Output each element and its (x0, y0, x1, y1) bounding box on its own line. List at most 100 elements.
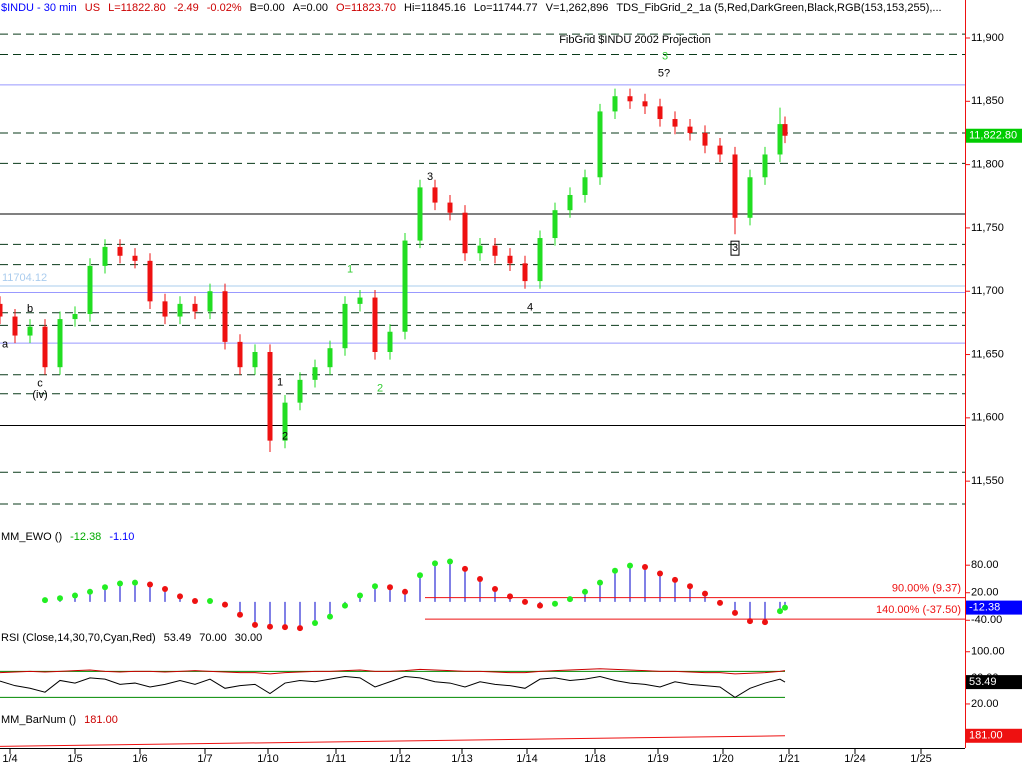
y-tick-label: 11,650 (971, 348, 1004, 360)
x-tick-label: 1/4 (2, 753, 17, 765)
x-tick-label: 1/25 (910, 753, 931, 765)
y-tick-label: 100.00 (971, 646, 1005, 658)
candle-body (282, 402, 288, 441)
last-value-box (966, 128, 1022, 143)
candle-body (747, 177, 753, 218)
ewo-dot (357, 592, 363, 599)
ewo-dot (162, 586, 168, 593)
ewo-dot (522, 598, 528, 605)
candle-body (222, 291, 228, 342)
candle-body (702, 132, 708, 146)
ewo-dot (102, 584, 108, 591)
wave-label: a (2, 338, 9, 350)
ewo-dot (117, 580, 123, 587)
candle-body (312, 367, 318, 380)
y-tick-label: 11,850 (971, 95, 1004, 107)
annotation-box (730, 240, 740, 256)
candle-body (447, 202, 453, 213)
candle-body (147, 260, 153, 302)
header-item: TDS_FibGrid_2_1a (5,Red,DarkGreen,Black,… (616, 2, 941, 14)
header-item: -0.02% (207, 2, 242, 14)
header-item: -12.38 (70, 531, 101, 543)
x-tick-label: 1/5 (67, 753, 82, 765)
candle-body (357, 297, 363, 304)
x-tick-label: 1/11 (326, 753, 347, 765)
y-tick-label: 11,700 (971, 285, 1004, 297)
candle-body (597, 111, 603, 178)
ewo-dot (57, 595, 63, 602)
candle-body (342, 303, 348, 349)
header-item: 53.49 (164, 632, 192, 644)
ewo-dot (507, 593, 513, 600)
header-item: -2.49 (174, 2, 199, 14)
candle-body (117, 246, 123, 256)
ewo-dot (537, 602, 543, 609)
last-value-box (966, 600, 1022, 615)
ewo-dot (147, 581, 153, 588)
candle-body (27, 326, 33, 336)
header-item: 181.00 (84, 714, 118, 726)
candle-body (372, 297, 378, 352)
ewo-dot (267, 623, 273, 630)
ewo-dot (747, 618, 753, 625)
ewo-dot (312, 620, 318, 627)
candle-body (507, 255, 513, 264)
candle-body (297, 379, 303, 403)
header-item: MM_EWO () (1, 531, 62, 543)
wave-label: 3 (427, 171, 433, 183)
header-item: L=11822.80 (108, 2, 166, 14)
pane-header: $INDU - 30 min US L=11822.80 -2.49 -0.02% B=0… (1, 2, 942, 14)
y-tick-label: 20.00 (971, 587, 999, 599)
y-tick-label: 11,900 (971, 32, 1004, 44)
series-line (0, 735, 786, 747)
ewo-dot (657, 570, 663, 577)
ewo-dot (237, 611, 243, 618)
ewo-dot (372, 583, 378, 590)
ewo-dot (222, 601, 228, 608)
candle-body (762, 154, 768, 178)
candle-body (642, 101, 648, 107)
fib-level-label: 90.00% (9.37) (892, 583, 961, 595)
y-tick-label: 11,750 (971, 222, 1004, 234)
candle-body (327, 348, 333, 368)
candle-body (732, 154, 738, 218)
candle-body (612, 96, 618, 112)
candle-body (582, 177, 588, 195)
ewo-dot (432, 560, 438, 567)
candle-body (627, 96, 633, 102)
wave-label: 4 (527, 302, 533, 314)
ewo-dot (777, 608, 783, 615)
ewo-dot (207, 597, 213, 604)
candle-body (657, 106, 663, 120)
ewo-dot (477, 575, 483, 582)
candle-body (57, 319, 63, 368)
wave-label: 2 (377, 383, 383, 395)
ewo-dot (627, 562, 633, 569)
candle-body (417, 187, 423, 241)
ewo-dot (252, 621, 258, 628)
y-tick-label: 11,600 (971, 412, 1004, 424)
ewo-dot (462, 565, 468, 572)
y-tick-label: 11,800 (971, 159, 1004, 171)
ewo-dot (387, 584, 393, 591)
x-tick-label: 1/7 (197, 753, 212, 765)
candle-body (207, 291, 213, 312)
header-item: RSI (Close,14,30,70,Cyan,Red) (1, 632, 156, 644)
candle-body (72, 314, 78, 320)
ewo-dot (567, 596, 573, 603)
candle-body (432, 187, 438, 203)
wave-label: 3 (662, 50, 668, 62)
series-line (0, 668, 786, 675)
fib-level-label: 140.00% (-37.50) (876, 604, 961, 616)
pane-header: RSI (Close,14,30,70,Cyan,Red) 53.49 70.00 3… (1, 632, 262, 644)
header-item: -1.10 (109, 531, 134, 543)
ewo-dot (297, 625, 303, 632)
pane-header: MM_BarNum () 181.00 (1, 714, 118, 726)
ewo-dot (72, 592, 78, 599)
wave-label: b (27, 303, 33, 315)
candle-body (782, 124, 788, 136)
ewo-dot (192, 597, 198, 604)
candle-body (162, 301, 168, 317)
